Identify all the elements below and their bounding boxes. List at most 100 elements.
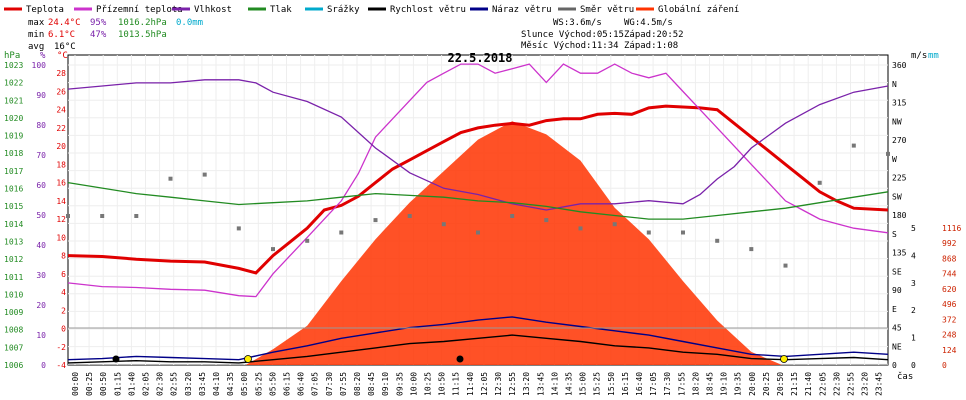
hpa-tick-4: 1019 (4, 132, 23, 141)
legend-label-6: Náraz větru (492, 5, 552, 15)
c-tick-7: 14 (56, 197, 66, 206)
info-wg: WG:4.5m/s (624, 18, 673, 28)
time-tick-21: 08:45 (367, 372, 376, 396)
c-tick-13: 2 (61, 306, 66, 315)
time-tick-44: 18:20 (691, 372, 700, 396)
wind-dir-point-13 (510, 214, 515, 218)
wind-dir-point-12 (476, 230, 480, 235)
dir-tick-10: 135 (892, 249, 907, 258)
stats-avg-label: avg (28, 42, 44, 52)
ms-tick-3: 2 (911, 306, 916, 315)
wind-dir-point-15 (578, 226, 583, 231)
rad-tick-2: 868 (942, 254, 957, 263)
time-tick-2: 00:50 (99, 372, 108, 396)
radiation-series (245, 121, 783, 365)
sunrise-marker (244, 355, 252, 363)
dir-tick-8: 180 (892, 211, 907, 220)
hpa-tick-14: 1009 (4, 308, 23, 317)
c-tick-1: 26 (56, 87, 66, 96)
time-tick-28: 11:40 (466, 372, 475, 396)
time-tick-48: 20:00 (748, 372, 757, 396)
c-tick-9: 10 (56, 233, 66, 242)
time-tick-3: 01:15 (113, 372, 122, 396)
time-tick-32: 13:20 (522, 372, 531, 396)
c-tick-0: 28 (56, 69, 66, 78)
time-tick-12: 05:00 (240, 372, 249, 396)
hpa-tick-8: 1015 (4, 202, 23, 211)
time-tick-51: 21:15 (790, 372, 799, 396)
wind-dir-point-11 (441, 222, 446, 227)
dir-tick-2: 315 (892, 99, 907, 108)
wind-dir-point-22 (817, 180, 822, 185)
radiation-area (245, 121, 783, 365)
rad-tick-7: 248 (942, 331, 957, 340)
time-tick-5: 02:05 (142, 372, 151, 396)
legend-label-0: Teplota (26, 5, 64, 15)
time-tick-16: 06:40 (297, 372, 306, 396)
time-tick-22: 09:10 (381, 372, 390, 396)
rad-tick-3: 744 (942, 270, 957, 279)
wind-dir-point-4 (202, 172, 207, 177)
legend: Teplota Přízemní teplota Vlhkost Tlak Srážky… (4, 5, 739, 15)
c-tick-10: 8 (61, 252, 66, 261)
info-moon: Měsíc Východ:11:34 (521, 41, 619, 51)
time-tick-36: 15:00 (579, 372, 588, 396)
pct-tick-7: 30 (36, 271, 46, 280)
rad-tick-9: 0 (942, 361, 947, 370)
stats-max-press: 1016.2hPa (118, 18, 167, 28)
pct-tick-2: 80 (36, 121, 46, 130)
wind-dir-point-16 (612, 222, 617, 227)
time-tick-18: 07:30 (325, 372, 334, 396)
rad-tick-6: 372 (942, 315, 957, 324)
time-tick-52: 21:40 (804, 372, 813, 396)
time-tick-37: 15:25 (593, 372, 602, 396)
dir-tick-1: N (892, 80, 897, 89)
time-tick-20: 08:20 (353, 372, 362, 396)
time-tick-30: 12:30 (494, 372, 503, 396)
dir-tick-11: SE (892, 267, 902, 276)
info-ws: WS:3.6m/s (553, 18, 602, 28)
time-tick-55: 22:55 (847, 372, 856, 396)
wind-dir-point-1 (100, 214, 105, 218)
stats-min-hum: 47% (90, 30, 107, 40)
wind-dir-point-20 (749, 247, 754, 252)
stats-max-hum: 95% (90, 18, 107, 28)
wind-dir-point-9 (373, 218, 378, 223)
wind-dir-point-7 (305, 238, 310, 243)
dir-tick-7: SW (892, 192, 902, 201)
time-tick-11: 04:35 (226, 372, 235, 396)
pct-tick-6: 40 (36, 241, 46, 250)
legend-label-1: Přízemní teplota (96, 5, 183, 15)
dir-tick-9: S (892, 230, 897, 239)
c-tick-3: 22 (56, 124, 66, 133)
time-tick-34: 14:10 (550, 372, 559, 396)
c-tick-15: -2 (56, 343, 66, 352)
pct-tick-0: 100 (32, 61, 47, 70)
time-tick-29: 12:05 (480, 372, 489, 396)
time-axis-label: čas (897, 371, 913, 382)
ms-tick-4: 1 (911, 334, 916, 343)
time-tick-33: 13:45 (536, 372, 545, 396)
time-tick-47: 19:35 (734, 372, 743, 396)
time-tick-7: 02:55 (170, 372, 179, 396)
stats-avg-temp: 16°C (54, 42, 76, 52)
series-line-0 (67, 104, 889, 275)
series-line-1 (67, 63, 889, 298)
hpa-tick-1: 1022 (4, 79, 23, 88)
pct-tick-10: 0 (41, 361, 46, 370)
rad-tick-0: 1116 (942, 224, 961, 233)
dir-tick-12: 90 (892, 286, 902, 295)
time-tick-35: 14:35 (565, 372, 574, 396)
time-tick-0: 00:00 (71, 372, 80, 396)
hpa-tick-5: 1018 (4, 149, 23, 158)
ms-tick-2: 3 (911, 279, 916, 288)
c-tick-12: 4 (61, 288, 66, 297)
ms-tick-1: 4 (911, 251, 916, 260)
time-tick-4: 01:40 (127, 372, 136, 396)
wind-dir-point-10 (407, 214, 412, 218)
hpa-tick-6: 1017 (4, 167, 23, 176)
time-tick-56: 23:20 (861, 372, 870, 396)
stats-min-press: 1013.5hPa (118, 30, 167, 40)
legend-label-2: Vlhkost (194, 5, 232, 15)
time-tick-25: 10:25 (424, 372, 433, 396)
